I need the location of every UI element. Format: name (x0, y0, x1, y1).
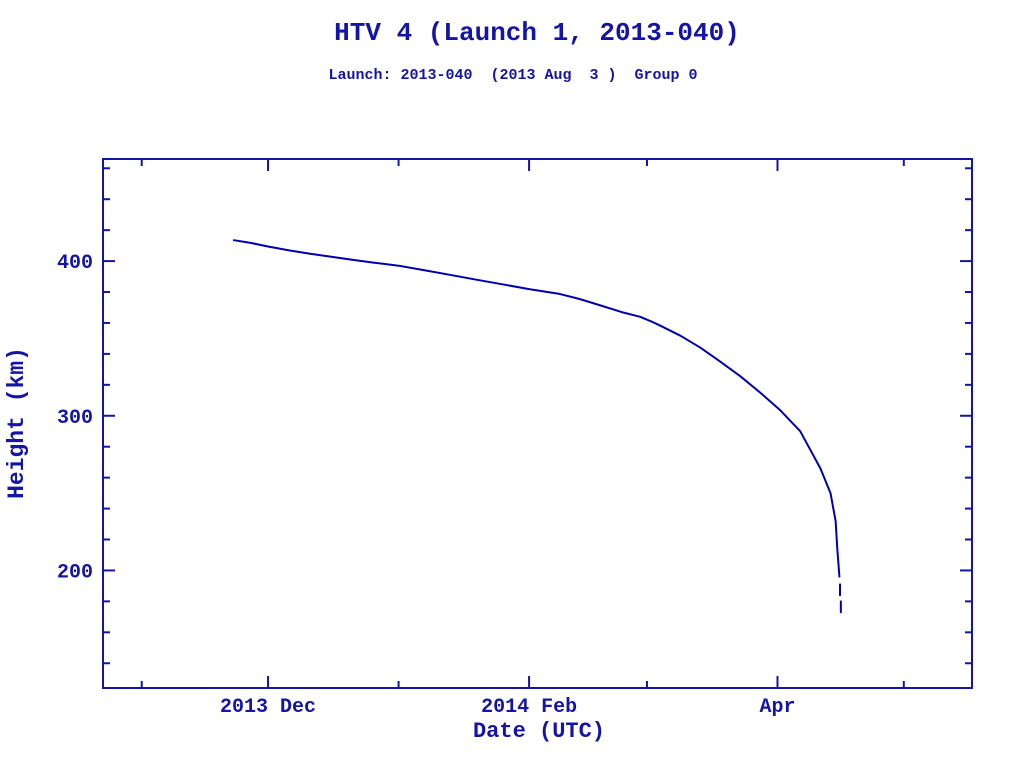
x-tick-label: 2014 Feb (481, 696, 577, 719)
plot-frame (102, 158, 973, 689)
y-tick-label: 300 (57, 407, 93, 430)
x-tick-label: Apr (759, 696, 795, 719)
x-axis-label: Date (UTC) (472, 719, 606, 744)
y-tick-label: 200 (57, 561, 93, 584)
y-tick-label: 400 (57, 252, 93, 275)
plot-subtitle: Launch: 2013-040 (2013 Aug 3 ) Group 0 (328, 67, 698, 84)
height-curve (232, 239, 841, 578)
plot-title: HTV 4 (Launch 1, 2013-040) (334, 18, 740, 48)
x-tick-label: 2013 Dec (220, 696, 316, 719)
